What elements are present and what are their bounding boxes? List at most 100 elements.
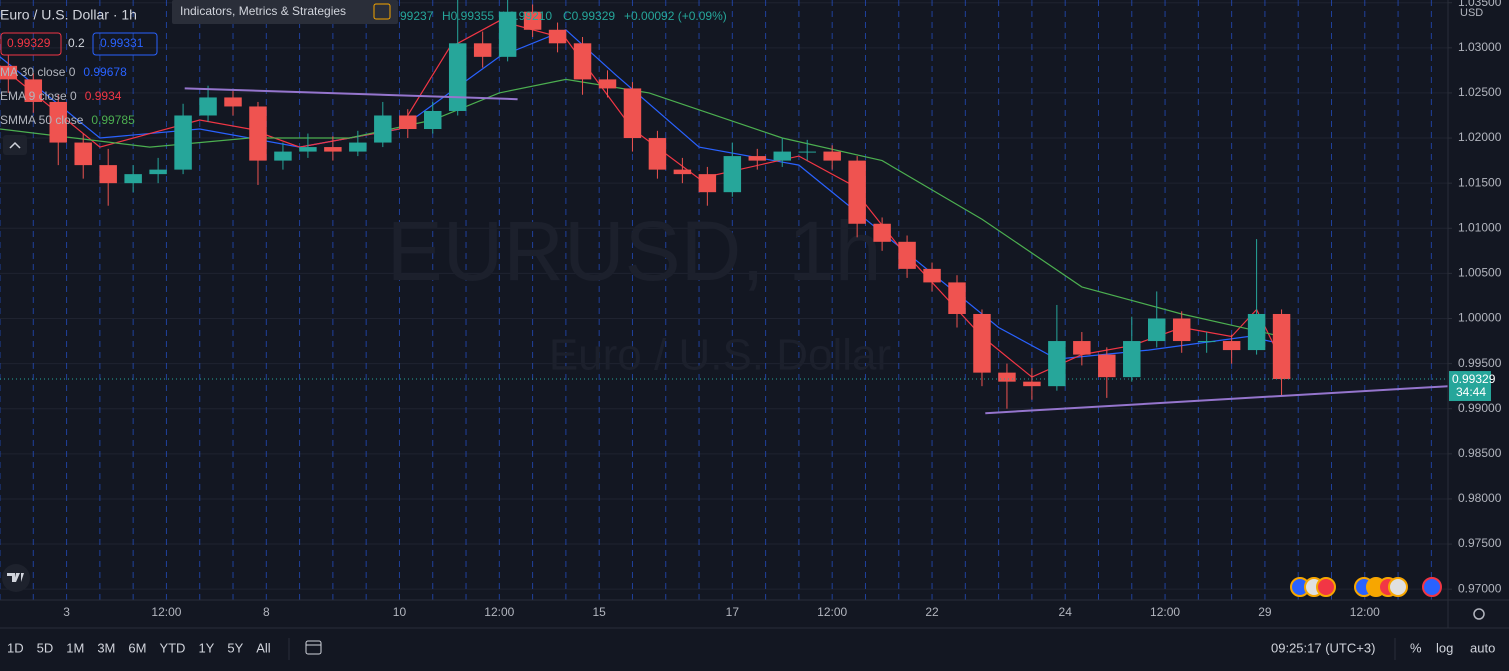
candle-body bbox=[349, 142, 367, 152]
candle-body bbox=[798, 151, 816, 153]
auto-toggle[interactable]: auto bbox=[1470, 640, 1495, 655]
collapse-icon bbox=[9, 141, 21, 149]
x-tick-label: 17 bbox=[726, 605, 740, 619]
candle-body bbox=[573, 43, 592, 80]
y-tick-label: 0.98500 bbox=[1458, 446, 1502, 460]
y-tick-label: 1.03000 bbox=[1458, 40, 1502, 54]
candle-body bbox=[898, 241, 916, 269]
x-tick-label: 12:00 bbox=[1350, 605, 1380, 619]
candle-body bbox=[374, 115, 392, 143]
date-range-icon[interactable] bbox=[305, 640, 322, 655]
candle-body bbox=[199, 97, 217, 116]
settings-icon[interactable] bbox=[1473, 608, 1485, 620]
candle-body bbox=[174, 115, 192, 170]
tooltip-box bbox=[172, 0, 398, 24]
symbol[interactable]: Euro / U.S. Dollar · 1h bbox=[0, 7, 137, 23]
x-tick-label: 12:00 bbox=[151, 605, 181, 619]
ohlc-change: +0.00092 (+0.09%) bbox=[624, 9, 727, 23]
y-tick-label: 0.97000 bbox=[1458, 581, 1502, 595]
watermark-sub: Euro / U.S. Dollar bbox=[549, 331, 891, 380]
buy-box[interactable] bbox=[92, 32, 158, 56]
y-tick-label: 1.03500 bbox=[1458, 0, 1502, 9]
candle-body bbox=[823, 151, 841, 161]
spread: 0.2 bbox=[68, 36, 85, 50]
candle-body bbox=[673, 169, 692, 175]
watermark: EURUSD, 1h bbox=[387, 204, 882, 298]
tooltip-icon bbox=[373, 3, 391, 20]
candle-body bbox=[423, 110, 442, 130]
x-tick-label: 3 bbox=[63, 605, 70, 619]
candle-body bbox=[24, 79, 43, 102]
x-tick-label: 29 bbox=[1258, 605, 1272, 619]
legend-value: 0.99678 bbox=[83, 65, 127, 79]
x-tick-label: 12:00 bbox=[817, 605, 847, 619]
legend-value: 0.9934 bbox=[85, 89, 122, 103]
x-tick-label: 15 bbox=[592, 605, 606, 619]
log-toggle[interactable]: log bbox=[1436, 640, 1453, 655]
range-button[interactable]: 3M bbox=[97, 640, 115, 655]
candle-body bbox=[324, 147, 342, 152]
candle-body bbox=[473, 43, 492, 57]
candle-body bbox=[873, 223, 891, 242]
candle-body bbox=[299, 147, 317, 152]
candle-body bbox=[249, 106, 267, 161]
candle-body bbox=[948, 282, 966, 314]
trendline[interactable] bbox=[184, 87, 518, 101]
axes: 1.03500 1.03000 1.02500 1.02000 1.01500 1.010… bbox=[63, 0, 1501, 619]
candle-body bbox=[399, 115, 417, 130]
collapse-button[interactable] bbox=[3, 135, 27, 155]
range-button[interactable]: 1D bbox=[7, 640, 24, 655]
legend-name[interactable]: MA 30 close 0 bbox=[0, 65, 76, 79]
candle-body bbox=[1123, 341, 1141, 378]
x-tick-label: 12:00 bbox=[484, 605, 514, 619]
y-tick-label: 1.00500 bbox=[1458, 266, 1502, 280]
y-tick-label: 1.01000 bbox=[1458, 220, 1502, 234]
y-tick-label: 1.02000 bbox=[1458, 130, 1502, 144]
plot bbox=[0, 0, 1448, 415]
candle-body bbox=[698, 174, 717, 193]
range-button[interactable]: All bbox=[256, 640, 271, 655]
toolbar: 1D 5D 1M 3M 6M YTD 1Y 5Y All bbox=[7, 640, 271, 655]
sell-box[interactable] bbox=[0, 32, 62, 56]
x-tick-label: 8 bbox=[263, 605, 270, 619]
candle-body bbox=[723, 156, 742, 193]
ohlc-open: 99237 bbox=[400, 9, 434, 23]
y-tick-label: 0.98000 bbox=[1458, 491, 1502, 505]
candle-body bbox=[1222, 341, 1241, 351]
event-flags bbox=[1290, 577, 1442, 597]
x-tick-label: 10 bbox=[393, 605, 407, 619]
ohlc-close: C0.99329 bbox=[563, 9, 615, 23]
ohlc-low: L0.99210 bbox=[502, 9, 552, 23]
percent-toggle[interactable]: % bbox=[1410, 640, 1422, 655]
y-tick-label: 0.97500 bbox=[1458, 536, 1502, 550]
candle-body bbox=[1023, 381, 1041, 387]
range-button[interactable]: YTD bbox=[159, 640, 185, 655]
candle-body bbox=[149, 169, 167, 175]
range-button[interactable]: 5D bbox=[37, 640, 54, 655]
range-button[interactable]: 1M bbox=[66, 640, 84, 655]
candle-body bbox=[274, 151, 292, 161]
clock: 09:25:17 (UTC+3) bbox=[1271, 640, 1375, 655]
range-button[interactable]: 5Y bbox=[227, 640, 243, 655]
range-button[interactable]: 1Y bbox=[198, 640, 214, 655]
candle-body bbox=[224, 97, 242, 107]
buy-price[interactable]: 0.99331 bbox=[100, 36, 144, 50]
candle-body bbox=[548, 29, 567, 44]
legend-name[interactable]: SMMA 50 close bbox=[0, 113, 84, 127]
trendline[interactable] bbox=[985, 385, 1448, 415]
candle-body bbox=[0, 65, 18, 80]
candle-body bbox=[648, 138, 667, 170]
legend-name[interactable]: EMA 9 close 0 bbox=[0, 89, 77, 103]
range-button[interactable]: 6M bbox=[128, 640, 146, 655]
candle-body bbox=[973, 313, 991, 373]
candle-body bbox=[1073, 341, 1091, 355]
candle-body bbox=[124, 174, 142, 184]
sell-price[interactable]: 0.99329 bbox=[7, 36, 51, 50]
candle-body bbox=[998, 372, 1016, 382]
legend-value: 0.99785 bbox=[91, 113, 135, 127]
currency[interactable]: USD bbox=[1460, 7, 1483, 19]
candle-body bbox=[923, 268, 941, 283]
tooltip: Indicators, Metrics & Strategies bbox=[180, 4, 346, 18]
y-tick-label: 1.02500 bbox=[1458, 85, 1502, 99]
